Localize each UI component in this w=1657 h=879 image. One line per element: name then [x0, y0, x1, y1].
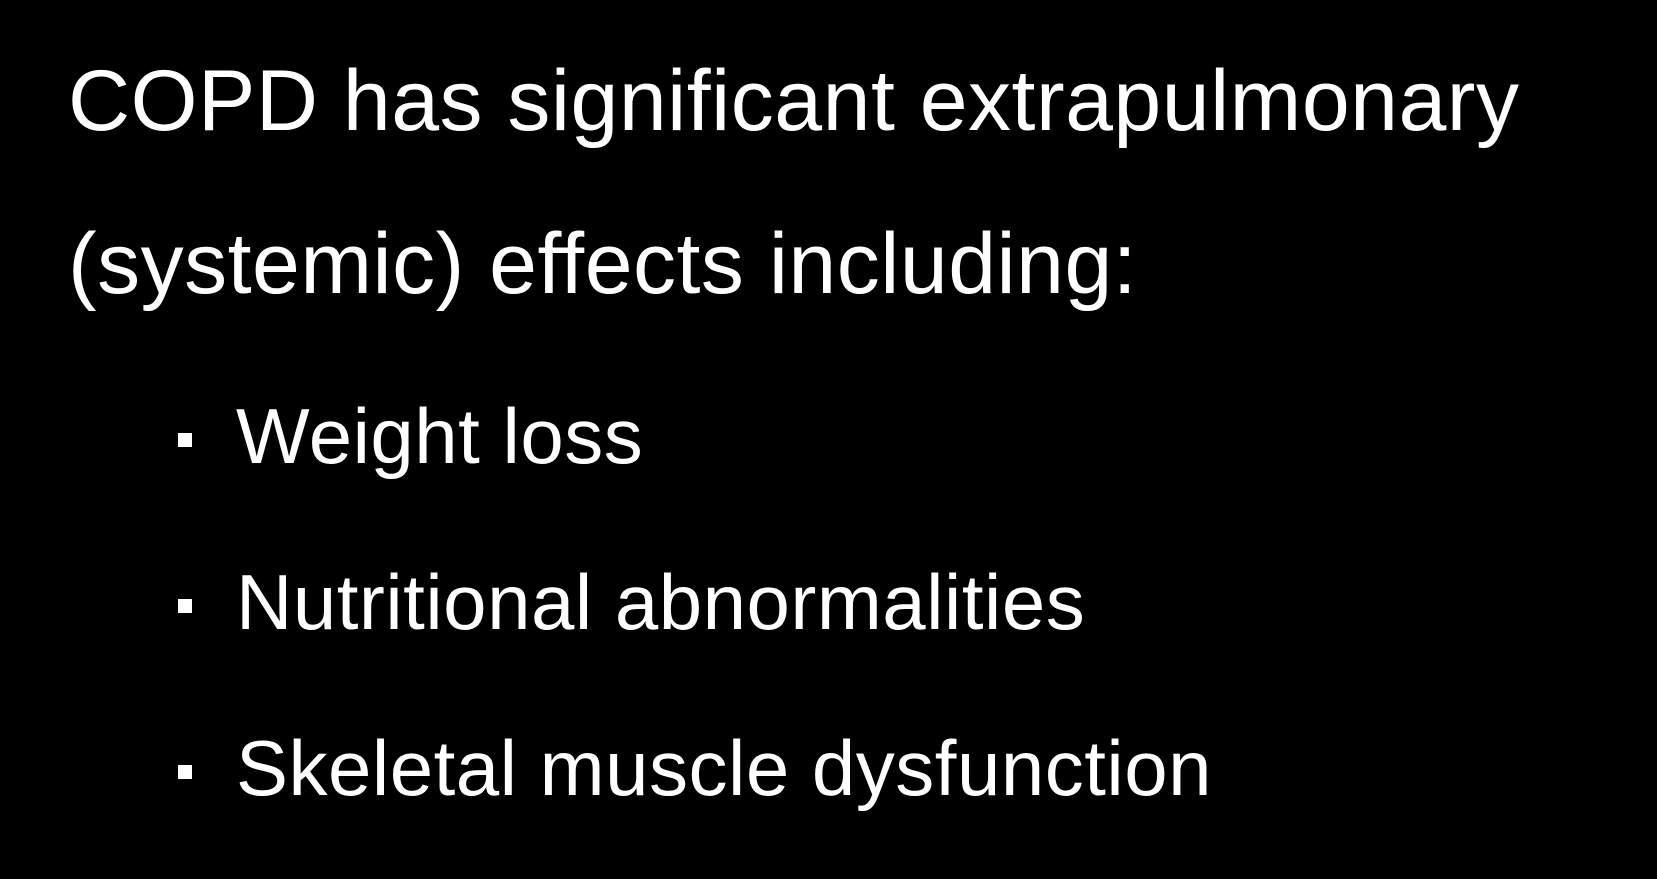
list-item: Weight loss	[178, 397, 1589, 475]
bullet-text: Nutritional abnormalities	[236, 563, 1085, 641]
bullet-icon	[178, 433, 192, 447]
bullet-list: Weight loss Nutritional abnormalities Sk…	[68, 397, 1589, 807]
list-item: Nutritional abnormalities	[178, 563, 1589, 641]
bullet-text: Skeletal muscle dysfunction	[236, 729, 1212, 807]
bullet-text: Weight loss	[236, 397, 643, 475]
bullet-icon	[178, 765, 192, 779]
bullet-icon	[178, 599, 192, 613]
list-item: Skeletal muscle dysfunction	[178, 729, 1589, 807]
slide: COPD has significant extrapulmonary (sys…	[0, 0, 1657, 879]
slide-heading: COPD has significant extrapulmonary (sys…	[68, 20, 1589, 347]
